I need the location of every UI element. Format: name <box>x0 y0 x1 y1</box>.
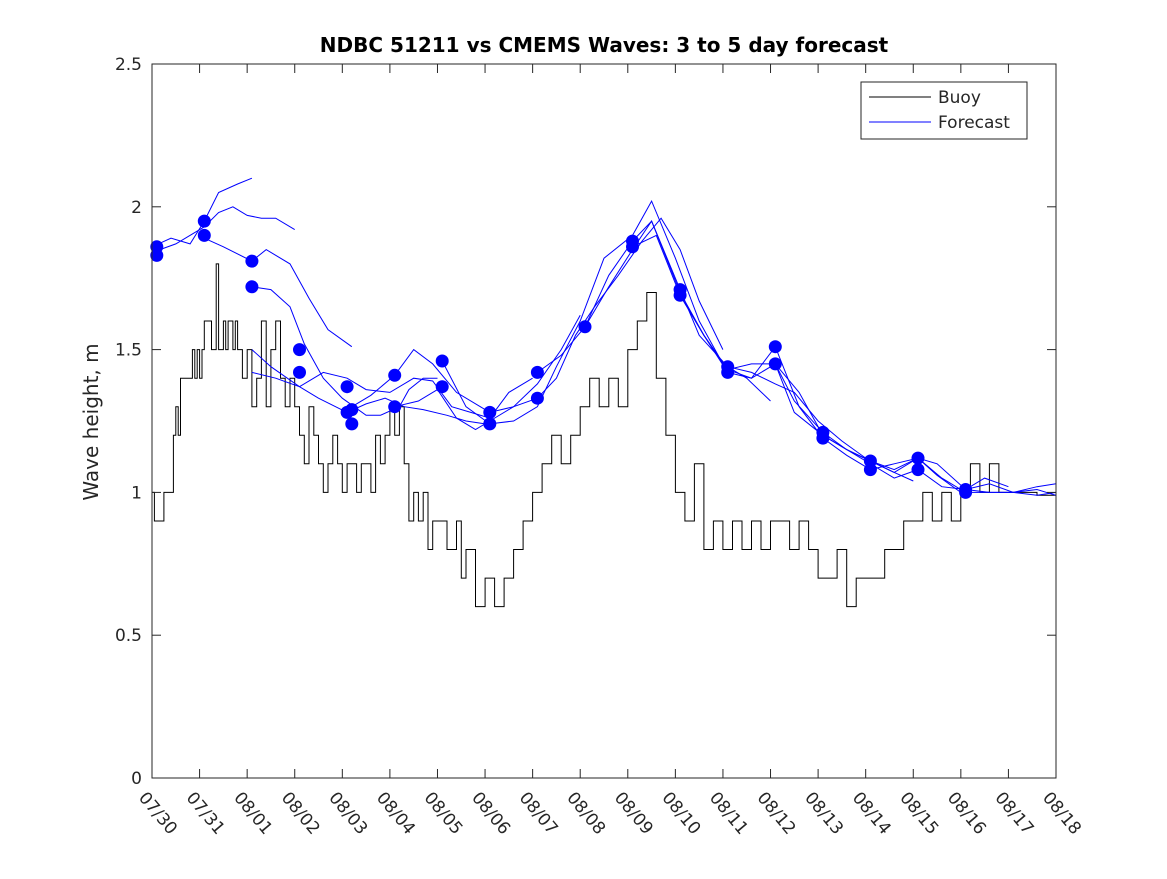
legend-buoy-label: Buoy <box>938 88 981 108</box>
forecast-marker-8 <box>293 365 306 379</box>
forecast-marker-29 <box>768 357 782 371</box>
forecast-marker-14 <box>388 400 402 414</box>
forecast-line-3 <box>204 237 353 348</box>
forecast-marker-19 <box>530 365 544 379</box>
forecast-marker-28 <box>768 340 782 354</box>
legend-box <box>860 81 1028 140</box>
y-tick-label: 2 <box>131 198 142 218</box>
forecast-line-16 <box>965 483 1057 496</box>
y-tick-label: 0 <box>131 769 142 789</box>
y-tick-label: 1 <box>131 483 142 503</box>
axes-box <box>151 63 1057 779</box>
forecast-marker-11 <box>345 403 359 417</box>
forecast-marker-17 <box>483 405 497 419</box>
forecast-marker-4 <box>197 228 211 242</box>
forecast-marker-16 <box>435 380 449 394</box>
y-tick-label: 1.5 <box>115 341 142 361</box>
forecast-marker-5 <box>245 254 259 268</box>
forecast-marker-2 <box>150 248 164 262</box>
forecast-marker-7 <box>293 343 306 357</box>
forecast-line-13 <box>679 295 1009 491</box>
legend: Buoy Forecast <box>860 81 1028 140</box>
y-axis-label: Wave height, m <box>79 343 103 500</box>
forecast-marker-37 <box>959 485 973 499</box>
forecast-marker-25 <box>673 288 687 302</box>
forecast-line-5 <box>251 371 486 425</box>
forecast-marker-23 <box>626 240 639 254</box>
forecast-marker-6 <box>245 280 259 294</box>
y-tick-label: 2.5 <box>115 55 142 75</box>
forecast-marker-15 <box>435 354 449 368</box>
y-tick-label: 0.5 <box>115 626 142 646</box>
chart-title: NDBC 51211 vs CMEMS Waves: 3 to 5 day fo… <box>320 33 889 57</box>
forecast-marker-20 <box>530 391 544 405</box>
forecast-marker-9 <box>340 380 354 394</box>
forecast-marker-34 <box>911 451 925 465</box>
plot-area <box>150 177 1057 608</box>
forecast-marker-35 <box>911 463 925 477</box>
forecast-marker-13 <box>388 368 402 382</box>
forecast-line-9 <box>441 199 771 425</box>
forecast-line-2 <box>151 206 295 253</box>
forecast-marker-18 <box>483 417 497 431</box>
forecast-marker-21 <box>578 320 592 334</box>
forecast-marker-3 <box>197 214 211 228</box>
forecast-marker-27 <box>721 365 735 379</box>
forecast-marker-33 <box>863 463 877 477</box>
legend-forecast-label: Forecast <box>938 113 1010 133</box>
forecast-marker-12 <box>345 417 359 431</box>
buoy-series-line <box>152 263 1057 608</box>
forecast-marker-31 <box>816 431 830 445</box>
forecast-line-8 <box>394 217 724 431</box>
